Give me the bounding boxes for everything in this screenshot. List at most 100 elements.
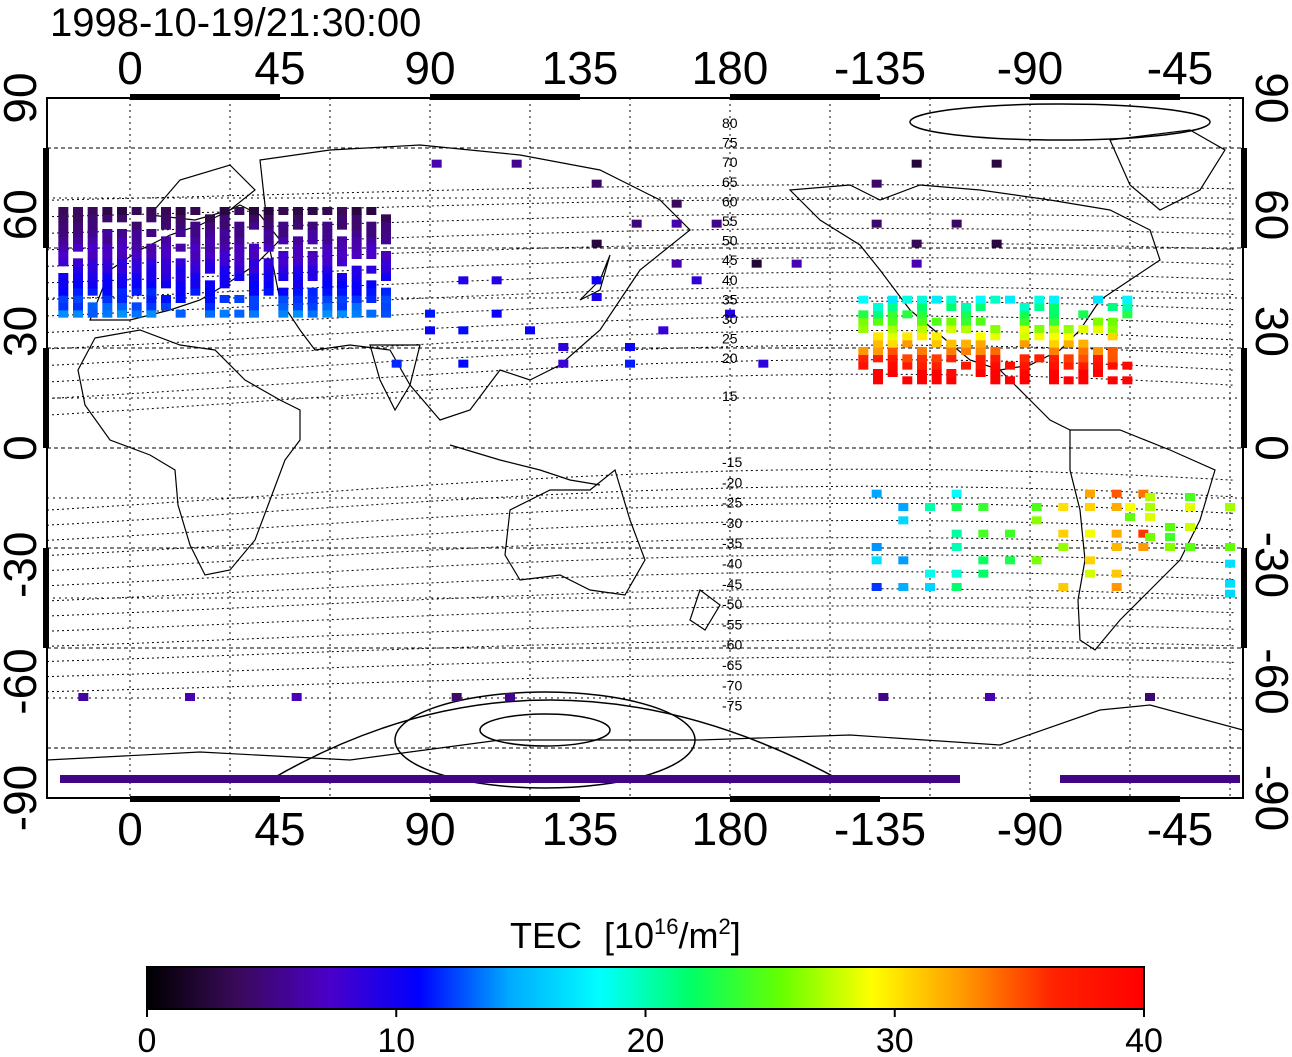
tec-point [591, 179, 602, 188]
tec-point [263, 236, 274, 245]
colorbar-tick-label: 0 [138, 1022, 157, 1057]
tec-point [337, 221, 347, 230]
lon-tick-top: 45 [254, 42, 305, 94]
tec-point [1185, 543, 1195, 551]
lat-tick-left: 90 [0, 72, 46, 123]
tec-point [307, 229, 318, 237]
tec-point [131, 251, 142, 259]
tec-point [625, 359, 635, 368]
tec-point [1145, 493, 1155, 501]
tec-point [205, 280, 215, 289]
tec-point [234, 243, 245, 252]
tec-point [351, 309, 362, 318]
tec-point [102, 309, 113, 318]
tec-point [366, 221, 377, 230]
tec-point [858, 317, 869, 326]
tec-point [1111, 489, 1122, 498]
tec-point [366, 251, 377, 259]
tec-point [491, 276, 502, 285]
tec-point [293, 295, 303, 303]
tec-point [625, 343, 635, 351]
tec-point [219, 214, 230, 223]
tec-point [1005, 295, 1015, 304]
tec-point [1078, 325, 1089, 333]
tec-point [1093, 369, 1103, 377]
contour-label: -35 [722, 535, 742, 551]
coast-scandinavia [148, 164, 256, 221]
tec-point [278, 221, 289, 230]
tec-point [146, 273, 157, 281]
tec-point [351, 236, 362, 245]
tec-point [1005, 376, 1015, 385]
tec-point [1019, 332, 1030, 341]
tec-point [146, 229, 157, 237]
tec-point [1225, 579, 1235, 588]
tec-point [873, 310, 883, 319]
tec-point [1031, 556, 1042, 565]
tec-point [1225, 589, 1235, 598]
tec-point [858, 361, 869, 370]
tec-point [25, 610, 35, 618]
tec-point [1085, 569, 1095, 578]
tec-point [887, 310, 898, 319]
tec-point [1019, 376, 1030, 385]
tec-point [1078, 361, 1089, 370]
tec-point [871, 556, 882, 565]
tec-point [307, 309, 318, 318]
tec-point [591, 239, 602, 248]
tec-point [1145, 503, 1155, 511]
tec-point [873, 332, 883, 341]
tec-point [1122, 295, 1133, 304]
tec-point [1111, 503, 1122, 511]
tec-point [1285, 493, 1292, 501]
top-axis-bar [1030, 94, 1180, 100]
tec-point [990, 347, 1001, 355]
tec-point [205, 265, 215, 274]
tec-point [146, 258, 157, 267]
tec-point [1107, 361, 1118, 370]
coast-north-america [788, 184, 1161, 371]
tec-point [931, 376, 942, 385]
tec-point [351, 265, 362, 274]
tec-point [1019, 310, 1030, 319]
tec-point [366, 229, 377, 237]
tec-point [73, 258, 83, 267]
tec-point [307, 302, 318, 311]
contour-label: -20 [722, 474, 742, 490]
mag-contour [47, 242, 1236, 267]
tec-point [381, 287, 391, 296]
tec-point [902, 354, 913, 363]
tec-point [322, 243, 333, 252]
tec-point [249, 214, 259, 223]
tec-point [190, 221, 201, 230]
tec-data-points [25, 159, 1292, 783]
tec-point [219, 280, 230, 289]
contour-label: 40 [722, 272, 738, 288]
contour-label: 35 [722, 291, 738, 307]
contour-label: -75 [722, 698, 742, 714]
tec-point [175, 273, 186, 281]
right-axis-bar [1241, 348, 1247, 448]
tec-point [219, 273, 230, 281]
contour-label: -70 [722, 677, 742, 693]
tec-point [978, 503, 989, 511]
tec-point [117, 258, 127, 267]
tec-point [591, 276, 602, 285]
mag-contour [47, 315, 1236, 350]
tec-point [1049, 310, 1059, 319]
tec-point [1058, 583, 1069, 591]
tec-point [902, 376, 913, 385]
tec-point [293, 273, 303, 281]
tec-point [278, 236, 289, 245]
tec-point [1085, 489, 1095, 498]
tec-point [1019, 325, 1030, 333]
tec-point [278, 302, 289, 311]
tec-point [117, 236, 127, 245]
colorbar-tick-label: 10 [377, 1022, 415, 1057]
tec-point [131, 273, 142, 281]
coast-greenland [1109, 129, 1226, 211]
tec-point [205, 251, 215, 259]
tec-point [263, 229, 274, 237]
tec-point [1034, 303, 1045, 311]
tec-point [293, 265, 303, 274]
